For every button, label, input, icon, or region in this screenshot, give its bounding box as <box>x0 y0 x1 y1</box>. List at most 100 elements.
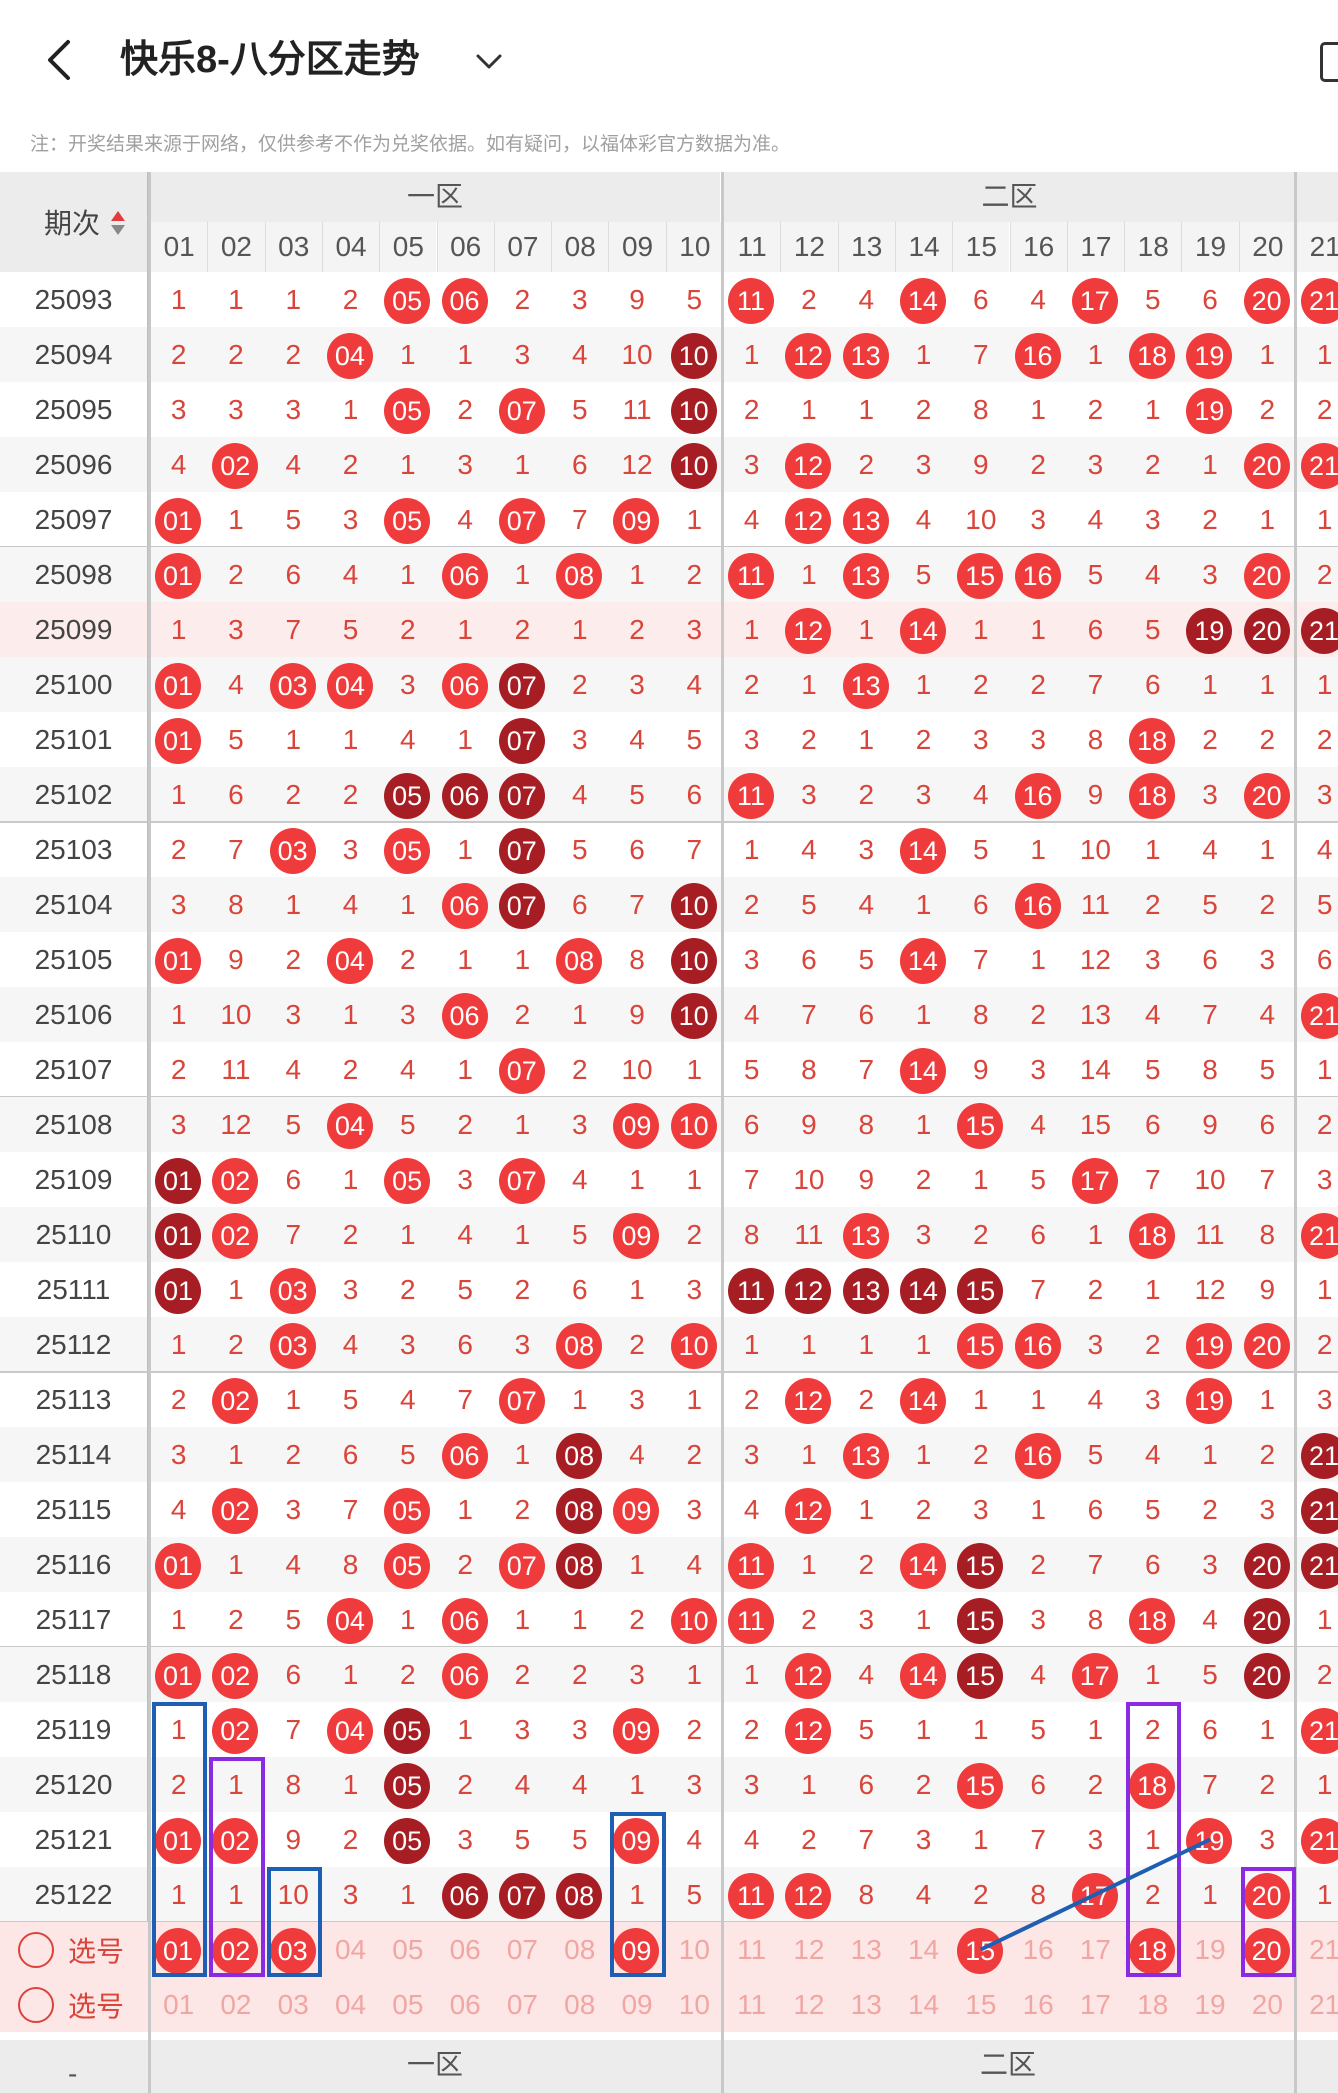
select-number[interactable]: 02 <box>220 1989 252 2020</box>
select-number[interactable]: 02 <box>207 1922 264 1977</box>
select-number[interactable]: 16 <box>1022 1989 1054 2020</box>
trend-cell: 12 <box>621 449 653 480</box>
select-number[interactable]: 19 <box>1194 1934 1226 1965</box>
trend-cell: 1 <box>1316 1054 1333 1085</box>
select-number[interactable]: 16 <box>1022 1934 1054 1965</box>
select-number[interactable]: 15 <box>952 1922 1009 1977</box>
back-arrow-icon[interactable] <box>40 36 80 84</box>
trend-cell: 1 <box>228 1274 244 1305</box>
select-number[interactable]: 21 <box>1309 1934 1338 1965</box>
trend-cell: 1 <box>1316 1274 1333 1305</box>
trend-cell: 21 <box>1296 987 1338 1042</box>
select-number[interactable]: 06 <box>449 1989 481 2020</box>
trend-cell: 3 <box>1202 559 1218 590</box>
share-icon[interactable] <box>1320 42 1338 82</box>
select-number[interactable]: 04 <box>334 1989 367 2020</box>
trend-cell: 2 <box>457 1549 473 1580</box>
trend-cell: 2 <box>1144 1714 1161 1745</box>
select-number[interactable]: 21 <box>1309 1989 1338 2020</box>
trend-cell: 1 <box>743 1329 760 1360</box>
select-number[interactable]: 13 <box>850 1989 882 2020</box>
trend-cell: 5 <box>686 724 703 755</box>
select-number[interactable]: 07 <box>506 1989 539 2020</box>
select-number[interactable]: 08 <box>564 1934 596 1965</box>
column-number-header: 16 <box>1009 222 1067 272</box>
zone-separator <box>148 172 151 2093</box>
select-toggle[interactable]: 选号 <box>18 1922 124 1977</box>
select-number[interactable]: 01 <box>163 1989 195 2020</box>
trend-cell: 01 <box>150 932 207 987</box>
trend-cell: 4 <box>1144 559 1161 590</box>
select-number[interactable]: 11 <box>737 1934 767 1965</box>
trend-cell: 15 <box>952 1537 1009 1592</box>
trend-cell: 2 <box>973 669 989 700</box>
trend-cell: 5 <box>629 779 645 810</box>
selected-ball[interactable]: 01 <box>155 1928 201 1974</box>
draw-ball: 20 <box>1243 443 1290 489</box>
trend-cell: 2 <box>228 1604 244 1635</box>
select-number[interactable]: 11 <box>737 1989 767 2020</box>
radio-circle-icon[interactable] <box>18 1931 54 1968</box>
trend-cell: 2 <box>1259 1769 1276 1800</box>
trend-cell: 1 <box>1202 1439 1218 1470</box>
select-number[interactable]: 09 <box>621 1989 653 2020</box>
selected-ball[interactable]: 03 <box>269 1928 316 1974</box>
draw-ball: 15 <box>957 1543 1004 1589</box>
selected-ball[interactable]: 15 <box>957 1928 1004 1974</box>
trend-cell: 9 <box>285 1824 302 1855</box>
trend-cell: 4 <box>686 669 703 700</box>
select-number[interactable]: 04 <box>334 1934 367 1965</box>
select-number[interactable]: 05 <box>392 1989 424 2020</box>
trend-cell: 5 <box>285 1109 302 1140</box>
select-number[interactable]: 17 <box>1079 1934 1112 1965</box>
draw-ball: 18 <box>1129 333 1176 379</box>
draw-ball: 14 <box>899 1543 946 1589</box>
trend-cell: 3 <box>1144 944 1161 975</box>
column-number-header: 02 <box>207 222 265 272</box>
select-number[interactable]: 07 <box>506 1934 539 1965</box>
selected-ball[interactable]: 20 <box>1243 1928 1290 1974</box>
select-number[interactable]: 08 <box>564 1989 596 2020</box>
select-number[interactable]: 14 <box>907 1934 940 1965</box>
trend-cell: 4 <box>1030 1659 1046 1690</box>
select-number[interactable]: 03 <box>265 1922 322 1977</box>
select-number[interactable]: 20 <box>1239 1922 1296 1977</box>
select-number[interactable]: 05 <box>392 1934 424 1965</box>
chevron-down-icon[interactable] <box>472 44 506 78</box>
trend-cell: 5 <box>1144 1494 1161 1525</box>
table-row: 25107 2 11 4 2 4 1 07 2 10 1 5 8 7 14 9 3 14 5 8 5 1 <box>0 1042 1338 1097</box>
select-toggle[interactable]: 选号 <box>18 1977 124 2032</box>
select-number[interactable]: 12 <box>793 1989 825 2020</box>
selected-ball[interactable]: 09 <box>613 1928 660 1974</box>
trend-cell: 5 <box>1144 614 1161 645</box>
trend-cell: 2 <box>1087 1274 1104 1305</box>
select-number[interactable]: 20 <box>1251 1989 1283 2020</box>
select-number[interactable]: 01 <box>150 1922 207 1977</box>
radio-circle-icon[interactable] <box>18 1986 54 2023</box>
select-number[interactable]: 06 <box>449 1934 481 1965</box>
page-title[interactable]: 快乐8-八分区走势 <box>120 39 420 81</box>
select-number[interactable]: 17 <box>1079 1989 1112 2020</box>
select-number[interactable]: 03 <box>277 1989 309 2020</box>
trend-cell: 21 <box>1296 1702 1338 1757</box>
period-number: 25102 <box>0 767 150 822</box>
select-number[interactable]: 14 <box>907 1989 940 2020</box>
select-number[interactable]: 10 <box>678 1934 710 1965</box>
selected-ball[interactable]: 02 <box>212 1928 259 1974</box>
trend-cell: 2 <box>743 889 760 920</box>
trend-cell: 2 <box>342 449 359 480</box>
trend-cell: 05 <box>379 1702 436 1757</box>
sort-icon[interactable] <box>110 210 126 236</box>
trend-cell: 01 <box>150 1152 207 1207</box>
select-number[interactable]: 10 <box>678 1989 710 2020</box>
select-number[interactable]: 19 <box>1194 1989 1226 2020</box>
select-number[interactable]: 13 <box>850 1934 882 1965</box>
trend-cell: 9 <box>801 1109 817 1140</box>
trend-cell: 3 <box>514 339 531 370</box>
select-number[interactable]: 12 <box>793 1934 825 1965</box>
select-number[interactable]: 18 <box>1137 1989 1169 2020</box>
draw-ball: 21 <box>1301 443 1338 489</box>
trend-cell: 13 <box>838 492 895 547</box>
select-number[interactable]: 15 <box>965 1989 997 2020</box>
select-number[interactable]: 09 <box>608 1922 665 1977</box>
